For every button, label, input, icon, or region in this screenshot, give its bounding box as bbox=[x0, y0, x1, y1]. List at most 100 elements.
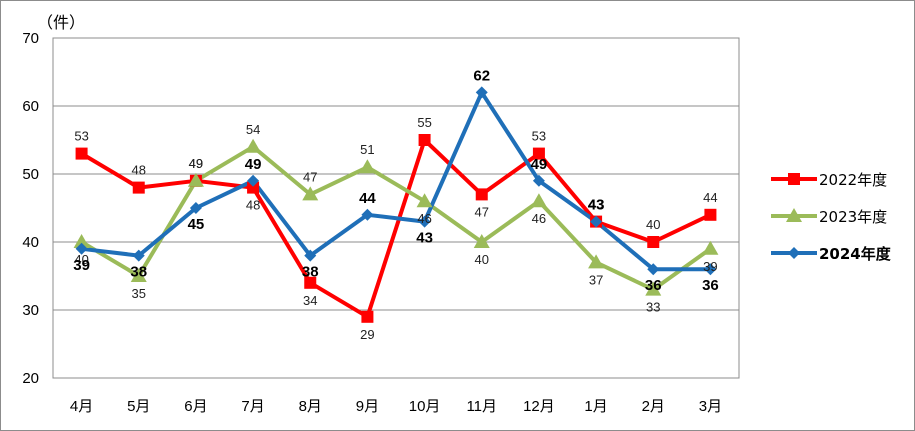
data-label-2024年度: 49 bbox=[531, 156, 548, 173]
data-point-2024年度 bbox=[75, 242, 88, 255]
data-point-2022年度 bbox=[304, 276, 317, 289]
data-point-2023年度 bbox=[473, 234, 490, 248]
y-tick-label: 30 bbox=[22, 302, 39, 319]
data-label-2022年度: 40 bbox=[646, 217, 660, 232]
data-point-2024年度 bbox=[304, 249, 317, 262]
legend-marker-2023年度 bbox=[786, 208, 802, 222]
data-label-2022年度: 48 bbox=[132, 163, 146, 178]
data-label-2022年度: 49 bbox=[189, 156, 203, 171]
data-label-2023年度: 39 bbox=[703, 259, 717, 274]
series-line-2024年度 bbox=[81, 90, 711, 272]
data-point-2022年度 bbox=[475, 188, 488, 201]
data-label-2023年度: 40 bbox=[475, 252, 489, 267]
data-label-2023年度: 37 bbox=[589, 272, 603, 287]
data-label-2024年度: 36 bbox=[645, 277, 662, 294]
data-point-2023年度 bbox=[359, 159, 376, 174]
data-point-2023年度 bbox=[245, 138, 262, 153]
data-point-2023年度 bbox=[416, 193, 433, 208]
data-point-2022年度 bbox=[132, 181, 145, 194]
data-label-2022年度: 53 bbox=[532, 129, 546, 144]
data-point-2024年度 bbox=[361, 208, 374, 221]
data-label-2024年度: 45 bbox=[188, 216, 205, 233]
legend-marker-2024年度 bbox=[788, 247, 800, 259]
y-tick-label: 50 bbox=[22, 166, 39, 183]
y-tick-label: 20 bbox=[22, 370, 39, 387]
data-point-2023年度 bbox=[73, 234, 90, 248]
x-tick-label: 8月 bbox=[299, 398, 322, 415]
x-tick-label: 5月 bbox=[127, 398, 150, 415]
data-point-2022年度 bbox=[647, 236, 660, 248]
data-point-2024年度 bbox=[475, 86, 488, 99]
data-point-2024年度 bbox=[590, 215, 603, 228]
x-tick-label: 11月 bbox=[466, 398, 497, 415]
data-point-2022年度 bbox=[75, 147, 88, 160]
data-label-2022年度: 29 bbox=[360, 327, 374, 342]
data-label-2024年度: 38 bbox=[130, 264, 147, 281]
x-tick-label: 9月 bbox=[356, 398, 379, 415]
data-label-2023年度: 54 bbox=[246, 122, 260, 137]
data-label-2024年度: 43 bbox=[588, 197, 605, 214]
series-line-2022年度 bbox=[80, 138, 712, 319]
x-tick-label: 6月 bbox=[184, 398, 207, 415]
data-point-2024年度 bbox=[704, 263, 717, 276]
legend-label-2022年度: 2022年度 bbox=[819, 171, 887, 189]
legend-label-2023年度: 2023年度 bbox=[819, 208, 887, 226]
data-label-2024年度: 43 bbox=[416, 230, 433, 247]
data-label-2022年度: 55 bbox=[417, 115, 431, 130]
data-point-2023年度 bbox=[645, 281, 662, 296]
data-label-2023年度: 49 bbox=[189, 156, 203, 171]
x-tick-label: 12月 bbox=[523, 398, 555, 415]
data-label-2022年度: 44 bbox=[703, 190, 717, 205]
data-label-2022年度: 34 bbox=[303, 293, 317, 308]
data-label-2022年度: 53 bbox=[74, 129, 88, 144]
data-point-2022年度 bbox=[418, 134, 431, 146]
x-tick-label: 3月 bbox=[699, 398, 722, 415]
y-unit-label: （件） bbox=[37, 13, 85, 32]
data-label-2023年度: 47 bbox=[303, 169, 317, 184]
x-tick-label: 2月 bbox=[642, 398, 665, 415]
legend-marker-2022年度 bbox=[788, 173, 800, 185]
data-label-2024年度: 49 bbox=[245, 156, 262, 173]
data-label-2023年度: 51 bbox=[360, 142, 374, 157]
data-point-2023年度 bbox=[588, 254, 605, 269]
data-label-2023年度: 40 bbox=[74, 252, 88, 267]
data-point-2022年度 bbox=[247, 181, 260, 194]
data-point-2024年度 bbox=[189, 202, 202, 214]
data-label-2022年度: 48 bbox=[246, 198, 260, 213]
x-tick-label: 4月 bbox=[70, 398, 93, 415]
data-label-2023年度: 46 bbox=[417, 211, 431, 226]
data-label-2024年度: 44 bbox=[359, 190, 376, 207]
data-label-2024年度: 39 bbox=[73, 257, 90, 274]
data-point-2024年度 bbox=[418, 215, 431, 228]
data-label-2023年度: 33 bbox=[646, 300, 660, 315]
series-line-2023年度 bbox=[80, 144, 712, 292]
y-tick-label: 60 bbox=[22, 98, 39, 115]
data-label-2022年度: 47 bbox=[475, 204, 489, 219]
data-label-2023年度: 35 bbox=[132, 286, 146, 301]
data-point-2023年度 bbox=[130, 268, 147, 282]
data-point-2024年度 bbox=[647, 263, 660, 276]
data-point-2024年度 bbox=[532, 174, 545, 187]
data-point-2023年度 bbox=[302, 186, 319, 201]
data-point-2022年度 bbox=[704, 208, 717, 221]
y-tick-label: 70 bbox=[22, 30, 39, 47]
data-label-2024年度: 36 bbox=[702, 277, 719, 294]
data-point-2024年度 bbox=[247, 174, 260, 187]
data-label-2024年度: 38 bbox=[302, 264, 319, 281]
data-point-2022年度 bbox=[361, 310, 374, 323]
x-tick-label: 10月 bbox=[409, 398, 441, 415]
data-point-2022年度 bbox=[532, 147, 545, 160]
y-tick-label: 40 bbox=[22, 234, 39, 251]
data-point-2023年度 bbox=[530, 193, 547, 208]
plot-area bbox=[52, 37, 740, 379]
legend-label-2024年度: 2024年度 bbox=[819, 245, 892, 263]
data-label-2022年度: 43 bbox=[589, 197, 603, 212]
x-tick-label: 1月 bbox=[584, 398, 607, 415]
data-label-2023年度: 46 bbox=[532, 211, 546, 226]
data-label-2024年度: 62 bbox=[473, 67, 490, 84]
data-point-2023年度 bbox=[702, 240, 719, 255]
data-point-2024年度 bbox=[132, 249, 145, 262]
data-point-2023年度 bbox=[187, 172, 204, 187]
